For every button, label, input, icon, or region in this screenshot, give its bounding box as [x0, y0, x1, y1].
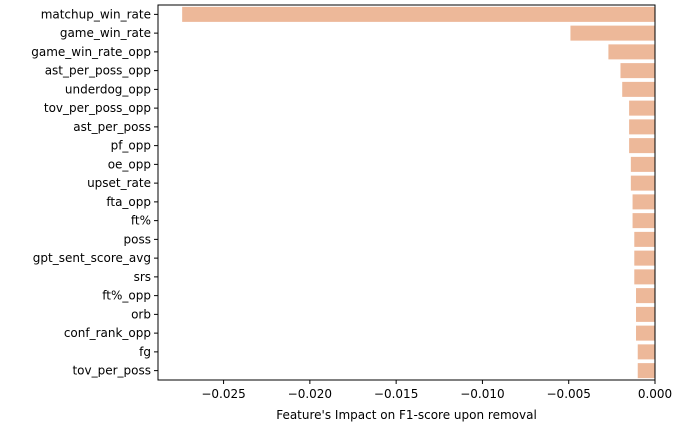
bar-underdog_opp: [622, 81, 655, 97]
x-tick-label: −0.015: [374, 387, 418, 401]
bars: [182, 6, 655, 379]
y-tick-label: srs: [134, 270, 151, 284]
bar-ast_per_poss: [629, 119, 655, 135]
y-tick-label: matchup_win_rate: [41, 7, 151, 21]
y-tick-label: conf_rank_opp: [64, 326, 151, 340]
y-tick-label: oe_opp: [108, 157, 151, 171]
y-tick-label: tov_per_poss_opp: [44, 101, 151, 115]
x-tick-label: −0.020: [288, 387, 332, 401]
bar-game_win_rate_opp: [608, 44, 655, 60]
y-tick-label: game_win_rate_opp: [31, 45, 151, 59]
y-tick-label: ft%_opp: [102, 289, 151, 303]
y-tick-label: fta_opp: [106, 195, 151, 209]
bar-gpt_sent_score_avg: [634, 250, 655, 266]
y-tick-label: pf_opp: [111, 139, 151, 153]
y-tick-labels: matchup_win_rate game_win_rate game_win_ra…: [31, 7, 158, 378]
y-tick-label: ft%: [131, 214, 151, 228]
y-tick-label: ast_per_poss_opp: [45, 64, 151, 78]
bar-ast_per_poss_opp: [620, 63, 655, 79]
x-ticks: −0.025 −0.020 −0.015 −0.010 −0.005 0.000: [201, 380, 672, 401]
bar-game_win_rate: [570, 25, 655, 41]
x-tick-label: 0.000: [638, 387, 672, 401]
bar-orb: [636, 306, 655, 322]
y-tick-label: tov_per_poss: [72, 364, 151, 378]
bar-fg: [637, 344, 655, 360]
bar-conf_rank_opp: [636, 325, 655, 341]
bar-pf_opp: [629, 138, 655, 154]
y-tick-label: orb: [131, 307, 151, 321]
bar-tov_per_poss_opp: [629, 100, 655, 116]
bar-ft%: [632, 213, 655, 229]
bar-poss: [634, 231, 655, 247]
bar-matchup_win_rate: [182, 6, 655, 22]
y-tick-label: upset_rate: [87, 176, 151, 190]
y-tick-label: underdog_opp: [65, 82, 151, 96]
y-tick-label: poss: [124, 232, 151, 246]
plot-frame: [157, 4, 656, 381]
y-tick-label: fg: [139, 345, 151, 359]
x-tick-label: −0.005: [547, 387, 591, 401]
x-axis-label: Feature's Impact on F1-score upon remova…: [276, 408, 537, 422]
x-tick-label: −0.010: [460, 387, 504, 401]
bar-tov_per_poss: [637, 363, 655, 379]
y-tick-label: gpt_sent_score_avg: [33, 251, 151, 265]
bar-ft%_opp: [636, 288, 655, 304]
x-tick-label: −0.025: [201, 387, 245, 401]
bar-oe_opp: [630, 156, 655, 172]
bar-upset_rate: [630, 175, 655, 191]
y-tick-label: game_win_rate: [60, 26, 151, 40]
bar-fta_opp: [632, 194, 655, 210]
bar-srs: [634, 269, 655, 285]
y-tick-label: ast_per_poss: [73, 120, 151, 134]
